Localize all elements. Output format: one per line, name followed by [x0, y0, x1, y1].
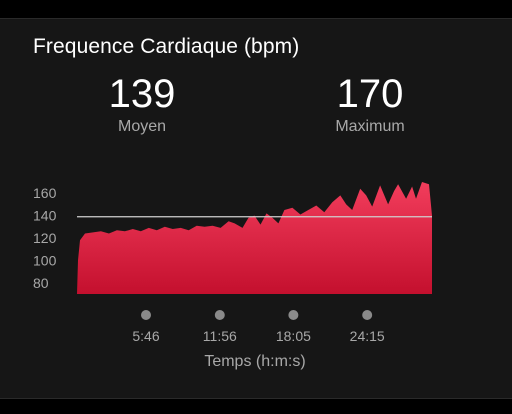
heart-rate-card: Frequence Cardiaque (bpm) 139 Moyen 170 …	[0, 18, 512, 399]
y-tick-label: 100	[33, 252, 57, 268]
average-stat: 139 Moyen	[102, 74, 182, 136]
y-tick-label: 120	[33, 230, 57, 246]
heart-rate-area	[77, 182, 432, 294]
scrub-dot[interactable]	[141, 310, 152, 320]
heart-rate-chart: 160 140 120 100 80 5:46 11:56 18:05 24:15 Temps…	[33, 182, 432, 370]
x-tick-label: 18:05	[276, 328, 311, 344]
x-axis-ticks: 5:46 11:56 18:05 24:15	[132, 328, 385, 344]
x-axis-title: Temps (h:m:s)	[204, 353, 305, 370]
x-tick-label: 24:15	[350, 328, 385, 344]
card-title: Frequence Cardiaque (bpm)	[33, 35, 300, 58]
y-tick-label: 140	[33, 208, 57, 224]
maximum-value: 170	[336, 72, 404, 116]
average-label: Moyen	[117, 118, 167, 135]
maximum-stat: 170 Maximum	[325, 74, 415, 136]
y-tick-label: 80	[33, 275, 49, 291]
scrub-dot[interactable]	[288, 310, 299, 320]
y-tick-label: 160	[33, 185, 57, 201]
maximum-label: Maximum	[335, 118, 405, 135]
y-axis-ticks: 160 140 120 100 80	[33, 185, 57, 291]
scrub-dot[interactable]	[214, 310, 225, 320]
x-axis-scrub-dots	[141, 310, 373, 320]
x-tick-label: 5:46	[132, 328, 159, 344]
scrub-dot[interactable]	[362, 310, 373, 320]
x-tick-label: 11:56	[203, 328, 237, 344]
average-value: 139	[108, 72, 176, 116]
